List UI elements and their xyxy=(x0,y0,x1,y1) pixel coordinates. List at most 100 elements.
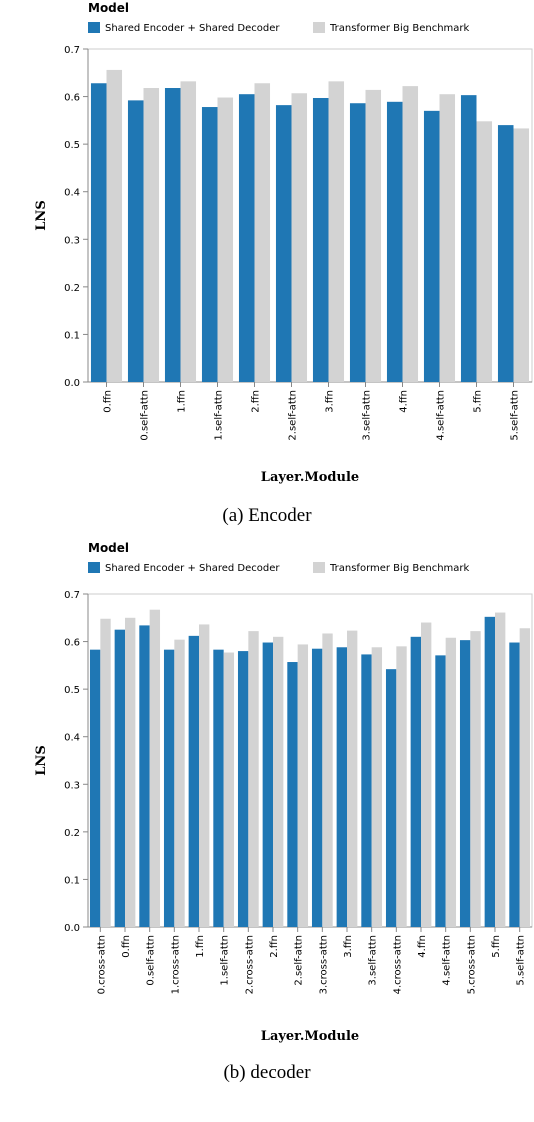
decoder-bar-s0-7 xyxy=(262,642,273,927)
encoder-y-tick-label: 0.1 xyxy=(64,330,80,341)
encoder-y-axis-title: LNS xyxy=(34,200,49,230)
encoder-legend-label-1: Transformer Big Benchmark xyxy=(329,23,470,34)
decoder-y-tick-label: 0.6 xyxy=(64,638,80,649)
decoder-y-tick-label: 0.1 xyxy=(64,875,80,886)
decoder-bar-s0-16 xyxy=(484,616,495,927)
decoder-x-tick-label: 3.cross-attn xyxy=(318,935,329,994)
decoder-bar-s1-3 xyxy=(174,639,185,927)
encoder-bar-s1-0 xyxy=(106,69,123,382)
encoder-bar-s0-9 xyxy=(423,110,440,382)
decoder-caption: (b) decoder xyxy=(223,1062,311,1083)
encoder-legend-swatch-1 xyxy=(313,22,325,33)
encoder-chart: Model Shared Encoder + Shared Decoder Tran… xyxy=(34,1,533,485)
decoder-bar-s1-0 xyxy=(100,618,111,927)
encoder-bar-s0-10 xyxy=(460,95,477,382)
encoder-x-tick-label: 5.self-attn xyxy=(510,390,521,441)
encoder-x-tick-label: 1.self-attn xyxy=(214,390,225,441)
decoder-bar-s0-3 xyxy=(163,649,175,927)
encoder-x-tick-label: 0.self-attn xyxy=(140,390,151,441)
encoder-caption: (a) Encoder xyxy=(222,505,312,526)
encoder-y-tick-label: 0.0 xyxy=(64,378,80,389)
decoder-bar-s0-13 xyxy=(410,636,421,927)
decoder-legend-label-0: Shared Encoder + Shared Decoder xyxy=(105,563,280,574)
encoder-bar-s0-7 xyxy=(349,103,366,382)
decoder-x-tick-label: 5.self-attn xyxy=(516,935,527,986)
encoder-y-tick-label: 0.3 xyxy=(64,235,80,246)
decoder-bar-s0-17 xyxy=(509,642,520,927)
decoder-bar-s1-6 xyxy=(248,631,259,927)
decoder-bar-s1-1 xyxy=(125,617,136,927)
encoder-x-tick-label: 0.ffn xyxy=(103,390,114,413)
encoder-bar-s0-6 xyxy=(312,97,329,383)
decoder-bar-s0-12 xyxy=(385,669,397,927)
encoder-y-tick-label: 0.7 xyxy=(64,45,80,56)
decoder-bar-s1-4 xyxy=(199,624,210,927)
encoder-bar-s1-4 xyxy=(254,83,271,382)
decoder-y-tick-label: 0.5 xyxy=(64,685,80,696)
decoder-bar-s1-5 xyxy=(223,652,235,927)
decoder-bar-s1-9 xyxy=(322,633,333,927)
encoder-y-tick-label: 0.2 xyxy=(64,283,80,294)
decoder-x-tick-label: 5.cross-attn xyxy=(466,935,477,994)
decoder-bar-s1-15 xyxy=(470,631,481,927)
decoder-chart: Model Shared Encoder + Shared Decoder Tran… xyxy=(34,541,533,1044)
decoder-bar-s0-10 xyxy=(336,647,347,927)
encoder-bar-s0-5 xyxy=(275,105,292,383)
decoder-x-tick-label: 5.ffn xyxy=(491,935,502,958)
decoder-bar-s1-17 xyxy=(519,628,531,927)
encoder-x-tick-label: 4.ffn xyxy=(399,390,410,413)
encoder-bar-s0-8 xyxy=(386,101,403,382)
decoder-x-tick-label: 2.self-attn xyxy=(294,935,305,986)
decoder-bar-s0-4 xyxy=(188,635,199,927)
decoder-legend-swatch-0 xyxy=(88,562,100,573)
decoder-x-tick-label: 1.self-attn xyxy=(220,935,231,986)
encoder-x-tick-label: 3.ffn xyxy=(325,390,336,413)
decoder-bar-s0-1 xyxy=(114,629,125,927)
decoder-bar-s0-5 xyxy=(213,649,224,927)
decoder-y-tick-label: 0.7 xyxy=(64,590,80,601)
encoder-bar-s1-10 xyxy=(476,121,493,383)
decoder-bar-s0-11 xyxy=(361,654,372,927)
encoder-x-tick-label: 1.ffn xyxy=(177,390,188,413)
decoder-bar-s0-14 xyxy=(435,655,446,927)
encoder-x-tick-label: 5.ffn xyxy=(473,390,484,413)
decoder-x-axis-title: Layer.Module xyxy=(261,1029,359,1044)
decoder-bar-s0-6 xyxy=(237,651,249,927)
decoder-x-tick-label: 0.self-attn xyxy=(146,935,157,986)
encoder-bar-s1-5 xyxy=(291,93,308,383)
encoder-bar-s1-1 xyxy=(143,88,160,382)
decoder-bar-s1-10 xyxy=(347,630,358,927)
encoder-legend-title: Model xyxy=(88,1,129,15)
encoder-bar-s0-0 xyxy=(90,83,107,382)
decoder-y-tick-label: 0.2 xyxy=(64,828,80,839)
decoder-legend-title: Model xyxy=(88,541,129,555)
decoder-legend-swatch-1 xyxy=(313,562,325,573)
decoder-bar-s1-8 xyxy=(297,644,309,927)
encoder-bar-s0-2 xyxy=(164,88,181,382)
encoder-x-axis-title: Layer.Module xyxy=(261,470,359,485)
decoder-bar-s1-2 xyxy=(149,609,161,927)
decoder-bar-s1-7 xyxy=(273,636,284,927)
decoder-bar-s1-11 xyxy=(371,647,383,927)
decoder-bar-s0-8 xyxy=(287,662,298,927)
decoder-chart-panel: Model Shared Encoder + Shared Decoder Tran… xyxy=(0,540,534,1100)
decoder-x-tick-label: 0.ffn xyxy=(121,935,132,958)
decoder-x-tick-label: 2.cross-attn xyxy=(244,935,255,994)
decoder-bar-s1-14 xyxy=(445,637,457,927)
decoder-x-tick-label: 2.ffn xyxy=(269,935,280,958)
decoder-x-tick-label: 4.self-attn xyxy=(442,935,453,986)
encoder-x-tick-label: 2.ffn xyxy=(251,390,262,413)
decoder-x-tick-label: 4.cross-attn xyxy=(392,935,403,994)
decoder-bar-s1-16 xyxy=(495,612,506,927)
decoder-x-tick-label: 4.ffn xyxy=(417,935,428,958)
encoder-x-tick-label: 3.self-attn xyxy=(362,390,373,441)
decoder-x-tick-label: 1.cross-attn xyxy=(170,935,181,994)
decoder-x-tick-label: 3.self-attn xyxy=(368,935,379,986)
decoder-bar-s0-0 xyxy=(89,649,101,927)
encoder-bar-s1-6 xyxy=(328,81,345,382)
decoder-bar-s0-9 xyxy=(311,648,323,927)
encoder-bar-s1-8 xyxy=(402,86,419,382)
encoder-y-tick-label: 0.4 xyxy=(64,188,80,199)
decoder-y-tick-label: 0.3 xyxy=(64,780,80,791)
decoder-bar-s0-2 xyxy=(139,625,150,927)
